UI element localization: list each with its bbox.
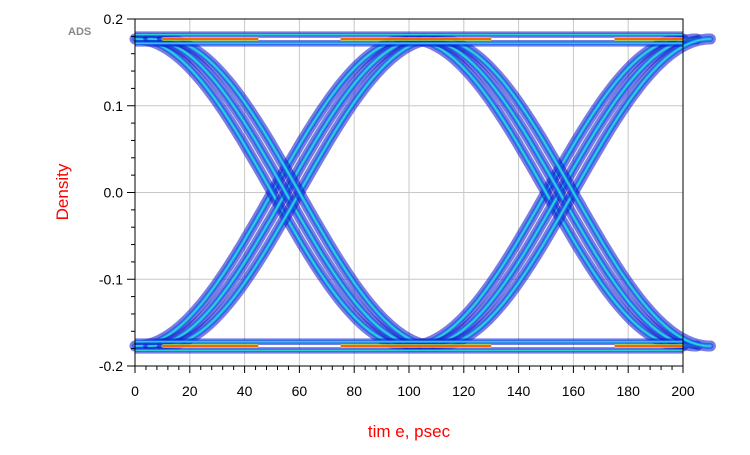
x-tick-label: 160 (562, 383, 586, 399)
y-tick-label: 0.1 (104, 98, 124, 114)
y-tick-label: -0.2 (99, 358, 123, 374)
x-tick-label: 180 (617, 383, 641, 399)
y-tick-label: 0.2 (104, 11, 124, 27)
eye-transition-trace (134, 38, 410, 347)
watermark-label: ADS (68, 26, 91, 38)
eye-transition-trace (422, 38, 698, 347)
y-tick-label: -0.1 (99, 271, 123, 287)
x-tick-label: 0 (131, 383, 139, 399)
eye-transition-trace (148, 38, 424, 347)
x-tick-label: 80 (346, 383, 362, 399)
eye-transition-trace (435, 38, 711, 347)
x-tick-label: 140 (507, 383, 531, 399)
x-tick-label: 200 (671, 383, 695, 399)
tick-layer: 0 20 40 60 80 100 120 140 160 180 200 -0.2 -0.1 0.0 0.… (99, 11, 695, 399)
y-axis-label: Density (53, 163, 72, 220)
x-tick-label: 120 (452, 383, 476, 399)
x-axis-label: tim e, psec (368, 422, 451, 441)
eye-transition-trace (408, 38, 684, 347)
x-tick-label: 100 (397, 383, 421, 399)
x-tick-label: 60 (292, 383, 308, 399)
x-tick-label: 40 (237, 383, 253, 399)
y-tick-label: 0.0 (104, 185, 124, 201)
trace-layer (129, 31, 716, 354)
grid-layer (135, 19, 683, 366)
eye-transition-trace (161, 38, 437, 347)
x-tick-label: 20 (182, 383, 198, 399)
